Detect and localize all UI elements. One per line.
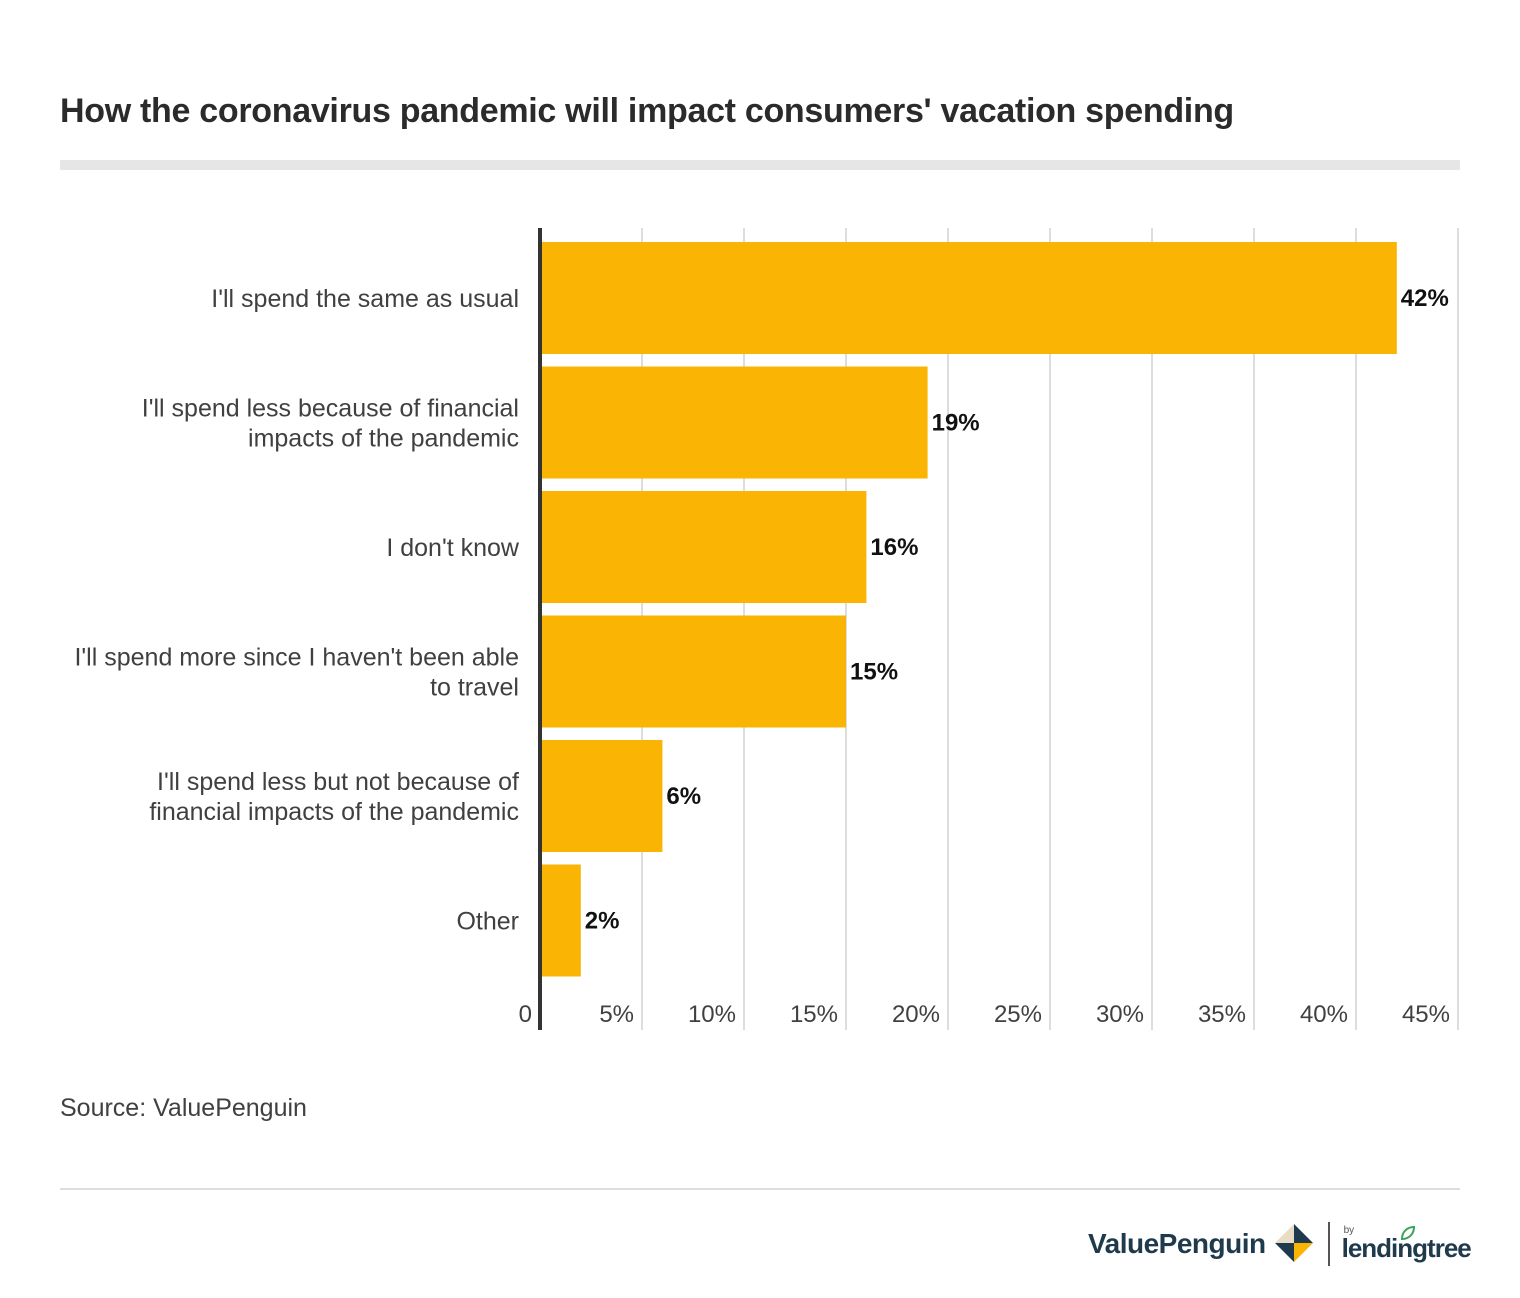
data-label: 2% [585,908,620,935]
x-tick-label: 40% [1300,1001,1348,1028]
footer-divider [60,1188,1460,1190]
lendingtree-logo: by lendingtree [1342,1224,1472,1264]
bar [540,242,1397,354]
category-label-line: impacts of the pandemic [248,425,519,453]
x-tick-label: 5% [599,1001,634,1028]
category-label: I'll spend more since I haven't been abl… [74,644,519,702]
bar [540,366,928,479]
x-tick-label: 0 [519,1001,532,1028]
category-label-line: Other [456,908,519,936]
bar [540,491,867,603]
bar [540,864,581,977]
category-label: I don't know [386,534,520,562]
x-tick-label: 10% [688,1001,736,1028]
data-label: 6% [666,783,701,810]
category-label-line: I'll spend more since I haven't been abl… [74,644,519,672]
chart-title: How the coronavirus pandemic will impact… [60,92,1234,130]
title-divider [60,160,1460,170]
category-label: I'll spend the same as usual [211,285,519,313]
x-tick-label: 25% [994,1001,1042,1028]
category-label: I'll spend less but not because of financ… [149,768,519,826]
valuepenguin-diamond-icon [1274,1224,1313,1262]
x-tick-label: 30% [1096,1001,1144,1028]
data-label: 15% [850,659,898,686]
source-note: Source: ValuePenguin [60,1094,307,1122]
data-label: 16% [870,534,918,561]
data-label: 19% [932,410,980,437]
category-label-line: to travel [430,674,519,702]
logo-divider [1327,1222,1330,1266]
category-label: Other [456,908,519,936]
x-tick-label: 45% [1402,1001,1450,1028]
category-label-line: financial impacts of the pandemic [149,798,519,826]
bar [540,740,663,852]
brand-logo: ValuePenguin by lendingtree [1088,1214,1472,1274]
by-label: by [1343,1224,1355,1236]
category-label-line: I'll spend less but not because of [157,768,519,796]
category-label: I'll spend less because of financial impa… [142,395,519,453]
category-label-line: I'll spend the same as usual [211,285,519,313]
leaf-icon [1400,1225,1415,1240]
category-label-line: I'll spend less because of financial [142,395,519,423]
bar [540,615,846,728]
x-tick-label: 15% [790,1001,838,1028]
x-tick-label: 20% [892,1001,940,1028]
valuepenguin-wordmark: ValuePenguin [1088,1228,1266,1259]
bar-chart: 42% I'll spend the same as usual 19% I'll s… [74,228,1459,1030]
data-label: 42% [1401,285,1449,312]
x-tick-label: 35% [1198,1001,1246,1028]
category-label-line: I don't know [386,534,520,562]
